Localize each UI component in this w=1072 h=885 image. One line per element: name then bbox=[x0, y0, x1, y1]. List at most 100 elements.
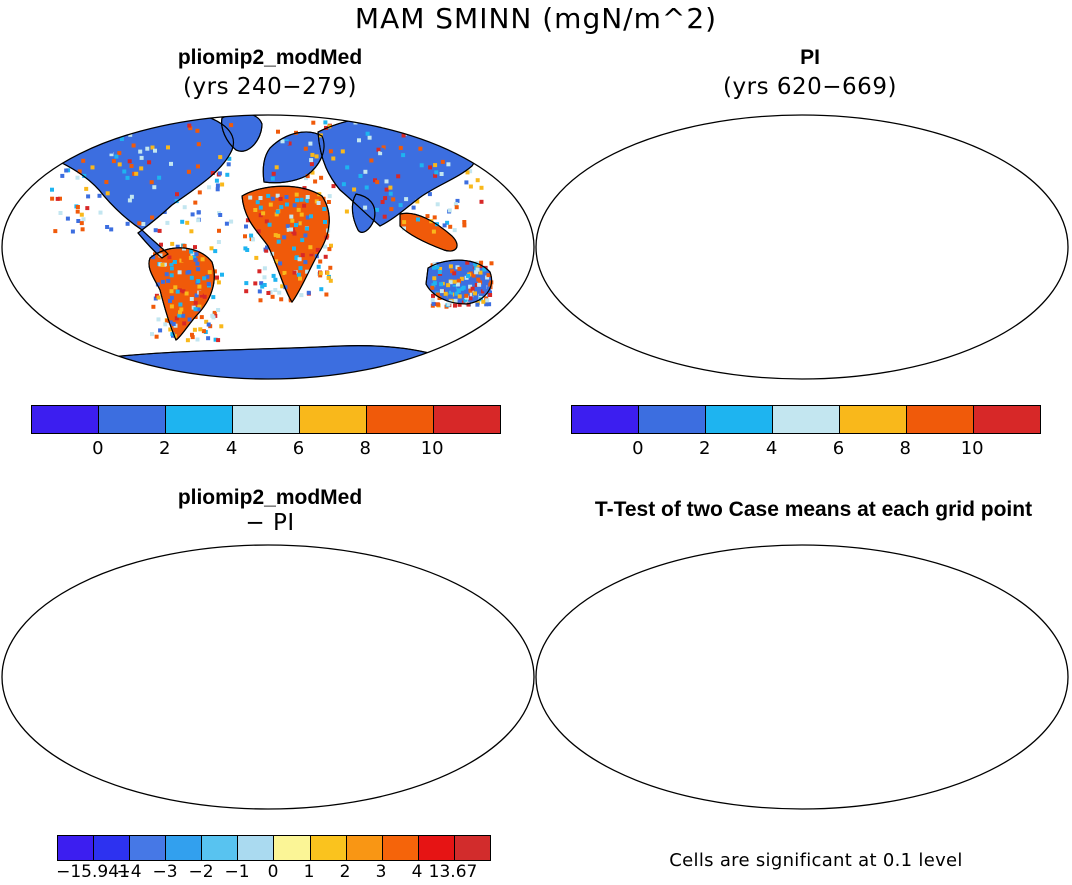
grid-cell bbox=[853, 663, 857, 667]
grid-cell bbox=[981, 551, 985, 555]
grid-cell bbox=[746, 648, 750, 652]
grid-cell bbox=[929, 623, 933, 627]
grid-cell bbox=[401, 153, 406, 158]
grid-cell bbox=[90, 630, 94, 634]
grid-cell bbox=[320, 653, 324, 657]
grid-cell bbox=[988, 729, 992, 733]
grid-cell bbox=[651, 553, 655, 557]
grid-cell bbox=[303, 260, 308, 265]
grid-cell bbox=[187, 123, 192, 128]
grid-cell bbox=[85, 206, 90, 211]
grid-cell bbox=[855, 611, 859, 615]
grid-cell bbox=[656, 660, 660, 664]
grid-cell bbox=[192, 310, 197, 315]
grid-cell bbox=[75, 205, 80, 209]
grid-cell bbox=[127, 159, 132, 164]
grid-cell bbox=[791, 219, 795, 223]
grid-cell bbox=[481, 299, 486, 304]
grid-cell bbox=[365, 619, 369, 623]
grid-cell bbox=[139, 144, 144, 149]
grid-cell bbox=[283, 637, 287, 641]
grid-cell bbox=[171, 748, 175, 752]
grid-cell bbox=[733, 248, 737, 252]
grid-cell bbox=[224, 221, 229, 226]
grid-cell bbox=[670, 583, 674, 587]
grid-cell bbox=[774, 251, 778, 255]
grid-cell bbox=[311, 225, 315, 230]
continent-seAsia bbox=[934, 643, 991, 681]
grid-cell bbox=[633, 187, 637, 191]
grid-cell bbox=[210, 745, 214, 749]
grid-cell bbox=[182, 205, 187, 210]
grid-cell bbox=[165, 717, 169, 721]
grid-cell bbox=[294, 256, 299, 260]
grid-cell bbox=[915, 168, 919, 172]
grid-cell bbox=[249, 698, 253, 702]
grid-cell bbox=[813, 159, 817, 163]
grid-cell bbox=[822, 298, 826, 302]
grid-cell bbox=[469, 576, 473, 580]
grid-cell bbox=[888, 204, 892, 208]
grid-cell bbox=[158, 328, 163, 333]
grid-cell bbox=[811, 127, 815, 131]
grid-cell bbox=[994, 286, 998, 290]
grid-cell bbox=[751, 249, 755, 253]
grid-cell bbox=[431, 135, 436, 140]
grid-cell bbox=[440, 621, 444, 625]
continent-africa bbox=[776, 616, 863, 732]
grid-cell bbox=[1013, 733, 1017, 737]
grid-cell bbox=[723, 300, 727, 304]
grid-cell bbox=[731, 250, 735, 254]
grid-cell bbox=[282, 271, 287, 275]
grid-cell bbox=[718, 273, 722, 277]
colorbar-tick-label: 0 bbox=[267, 862, 279, 882]
grid-cell bbox=[998, 286, 1002, 290]
grid-cell bbox=[686, 756, 690, 760]
grid-cell bbox=[729, 156, 733, 160]
grid-cell bbox=[147, 160, 152, 165]
grid-cell bbox=[787, 254, 791, 258]
grid-cell bbox=[242, 659, 246, 663]
grid-cell bbox=[185, 648, 189, 652]
grid-cell bbox=[307, 652, 311, 656]
grid-cell bbox=[216, 280, 221, 285]
grid-cell bbox=[789, 715, 793, 719]
grid-cell bbox=[997, 724, 1001, 728]
grid-cell bbox=[717, 710, 721, 714]
grid-cell bbox=[975, 298, 979, 302]
grid-cell bbox=[243, 657, 247, 661]
grid-cell bbox=[77, 569, 81, 573]
grid-cell bbox=[708, 752, 712, 756]
grid-cell bbox=[156, 692, 160, 696]
grid-cell bbox=[775, 211, 779, 215]
grid-cell bbox=[474, 270, 479, 275]
grid-cell bbox=[807, 646, 811, 650]
grid-cell bbox=[776, 694, 780, 698]
grid-cell bbox=[341, 588, 345, 592]
grid-cell bbox=[843, 654, 847, 658]
grid-cell bbox=[289, 599, 293, 603]
continent-africa bbox=[242, 616, 329, 732]
grid-cell bbox=[184, 291, 189, 296]
grid-cell bbox=[383, 646, 387, 650]
coastline bbox=[148, 247, 215, 341]
grid-cell bbox=[329, 690, 333, 694]
grid-cell bbox=[1023, 711, 1027, 715]
grid-cell bbox=[1011, 734, 1015, 738]
continent-india bbox=[352, 624, 375, 662]
grid-cell bbox=[1004, 221, 1008, 225]
grid-cell bbox=[1005, 294, 1009, 298]
grid-cell bbox=[273, 633, 277, 637]
grid-cell bbox=[55, 196, 60, 201]
grid-cell bbox=[463, 694, 467, 698]
grid-cell bbox=[316, 702, 320, 706]
grid-cell bbox=[978, 714, 982, 718]
grid-cell bbox=[116, 126, 121, 131]
grid-cell bbox=[260, 284, 265, 289]
grid-cell bbox=[850, 643, 854, 647]
colorbar-swatch bbox=[166, 836, 203, 860]
grid-cell bbox=[731, 756, 735, 760]
grid-cell bbox=[808, 270, 812, 274]
continent-australia bbox=[426, 690, 492, 734]
grid-cell bbox=[975, 705, 979, 709]
